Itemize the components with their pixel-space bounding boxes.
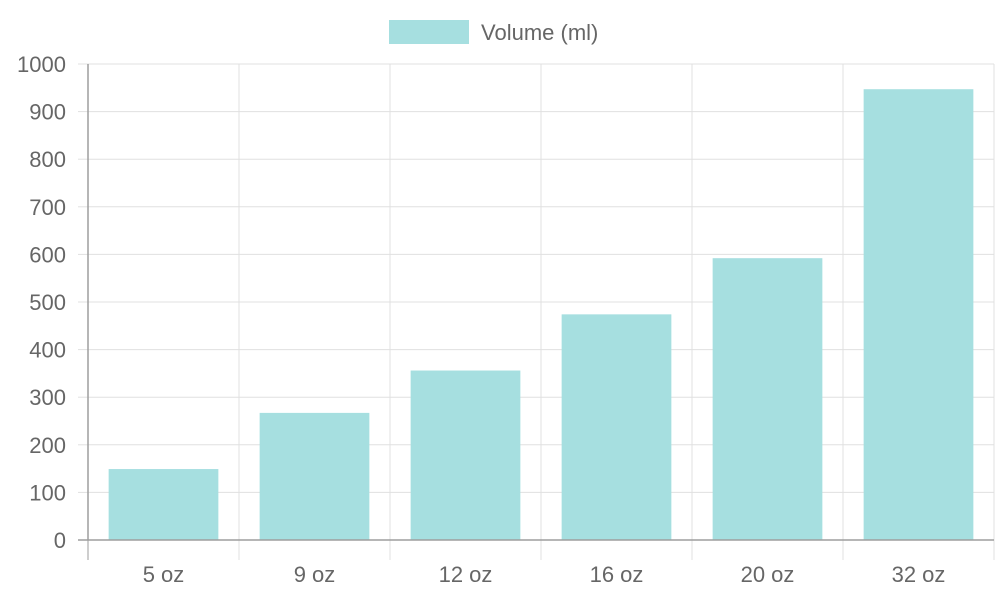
x-tick-label: 5 oz [143,562,185,587]
axes [78,64,994,541]
y-tick-label: 400 [29,338,66,363]
y-axis-tick-labels: 0 100 200 300 400 500 600 700 800 900 1000 [17,52,66,553]
bar-20-oz[interactable] [712,258,823,541]
y-tick-label: 200 [29,433,66,458]
y-tick-label: 1000 [17,52,66,77]
x-axis-tick-labels: 5 oz 9 oz 12 oz 16 oz 20 oz 32 oz [143,562,946,587]
y-tick-label: 0 [54,528,66,553]
bar-32-oz[interactable] [863,89,974,541]
y-tick-label: 700 [29,195,66,220]
x-tick-label: 9 oz [294,562,336,587]
x-tick-label: 16 oz [590,562,644,587]
y-tick-label: 300 [29,385,66,410]
x-tick-label: 32 oz [892,562,946,587]
y-tick-label: 100 [29,480,66,505]
legend-swatch-volume [389,20,469,44]
x-tick-label: 20 oz [741,562,795,587]
x-tick-label: 12 oz [439,562,493,587]
bar-12-oz[interactable] [410,370,521,541]
bar-9-oz[interactable] [259,412,370,541]
y-tick-label: 600 [29,242,66,267]
bars [108,89,974,541]
legend-label-volume: Volume (ml) [481,20,598,45]
y-tick-label: 900 [29,100,66,125]
y-tick-label: 500 [29,290,66,315]
legend[interactable]: Volume (ml) [389,20,598,45]
y-tick-label: 800 [29,147,66,172]
bar-16-oz[interactable] [561,314,672,541]
bar-5-oz[interactable] [108,469,219,541]
